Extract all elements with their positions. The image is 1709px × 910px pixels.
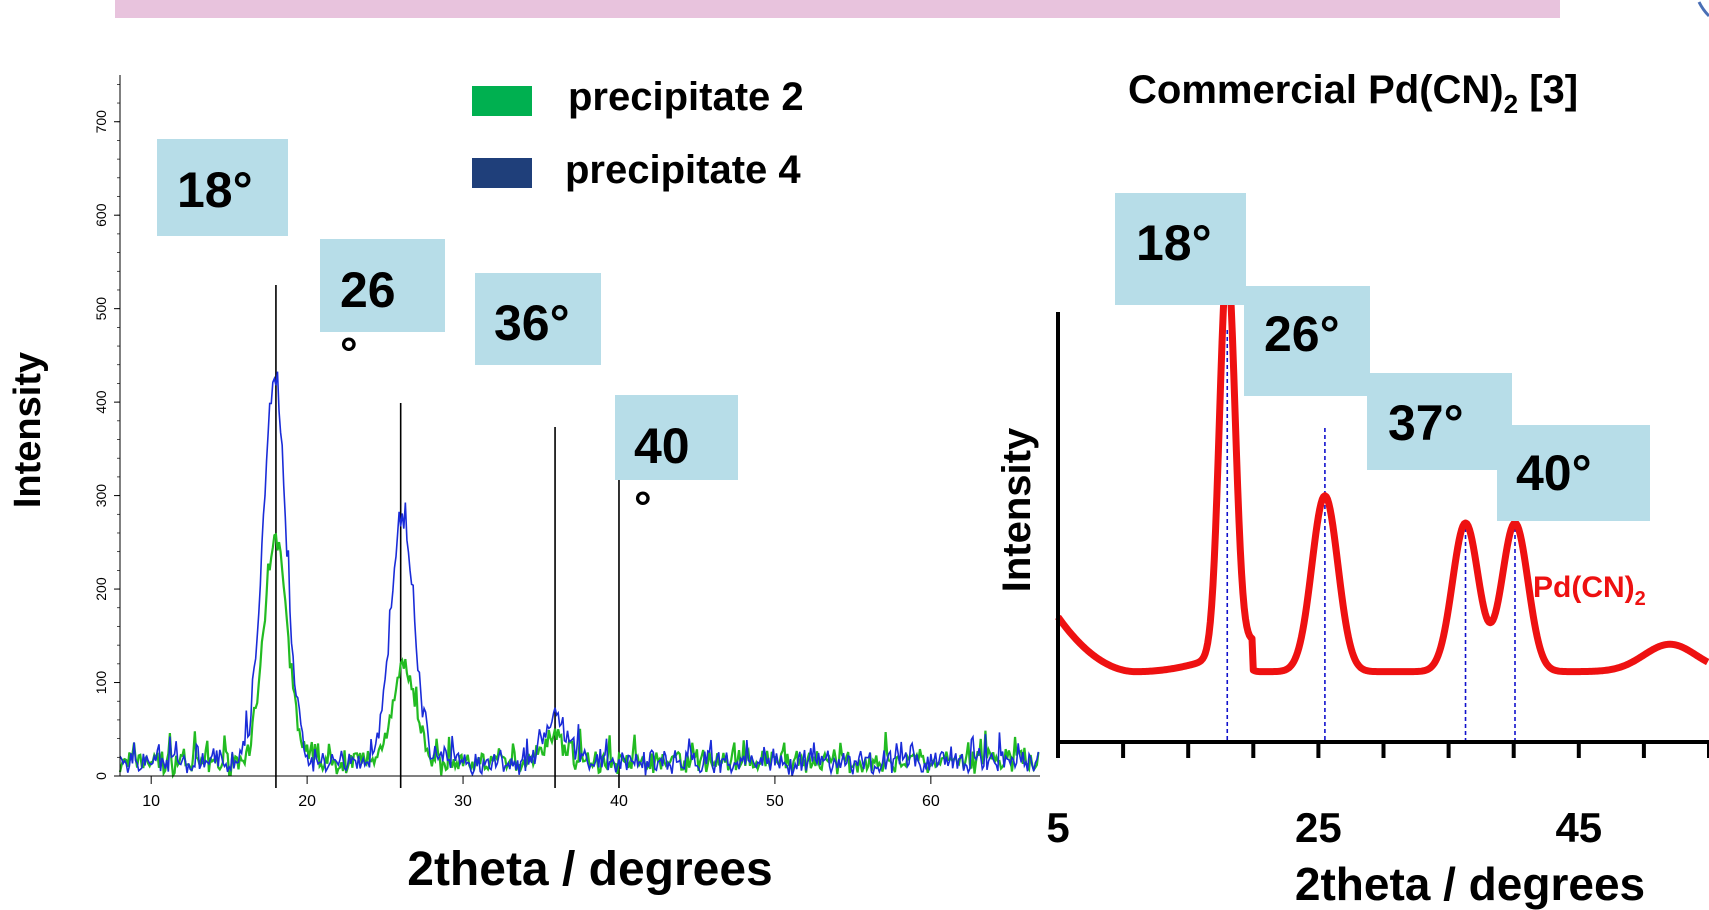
right-chart-title: Commercial Pd(CN)2 [3] <box>1128 68 1578 119</box>
right-x-tick-label: 25 <box>1295 804 1342 851</box>
annotation-26: 26 <box>340 262 396 318</box>
right-x-axis-label: 2theta / degrees <box>1295 858 1645 910</box>
legend-swatch-precipitate-2 <box>472 86 532 116</box>
right-series-line <box>1055 258 1709 676</box>
left-x-tick-label: 50 <box>766 793 784 810</box>
annotation-18: 18° <box>177 162 253 218</box>
annotation-box-18 <box>157 139 288 236</box>
left-x-tick-label: 60 <box>922 793 940 810</box>
decorative-arc <box>1697 1 1709 18</box>
left-x-tick-label: 30 <box>454 793 472 810</box>
annotation-box-40 <box>615 395 738 480</box>
annotation-40-right: 40° <box>1516 445 1592 501</box>
right-y-axis-label: Intensity <box>995 427 1039 592</box>
top-banner <box>115 0 1560 18</box>
left-legend: precipitate 2 precipitate 4 <box>472 75 804 192</box>
annotation-box-26-right <box>1244 286 1370 396</box>
left-y-tick-label: 200 <box>93 577 109 601</box>
left-y-tick-label: 100 <box>93 671 109 695</box>
left-x-tick-label: 40 <box>610 793 628 810</box>
annotation-box-40-right <box>1497 425 1650 521</box>
left-x-axis-label: 2theta / degrees <box>407 843 772 896</box>
annotation-36: 36° <box>494 295 570 351</box>
annotation-box-36 <box>475 273 601 365</box>
annotation-18-right: 18° <box>1136 215 1212 271</box>
annotation-40: 40 <box>634 418 690 474</box>
annotation-box-37-right <box>1367 373 1512 470</box>
right-series-label: Pd(CN)2 <box>1533 571 1646 610</box>
legend-label-precipitate-4: precipitate 4 <box>565 148 801 192</box>
left-y-tick-label: 400 <box>93 390 109 414</box>
right-x-tick-label: 5 <box>1046 804 1069 851</box>
left-y-tick-label: 500 <box>93 297 109 321</box>
left-x-tick-label: 10 <box>142 793 160 810</box>
annotation-box-26 <box>320 239 445 332</box>
right-annotations: 18° 26° 37° 40° <box>1115 193 1650 521</box>
left-y-tick-label: 700 <box>93 110 109 134</box>
annotation-26-right: 26° <box>1264 306 1340 362</box>
left-annotations: 18° 26 ° 36° 40 ° <box>157 139 738 532</box>
annotation-37-right: 37° <box>1388 395 1464 451</box>
right-x-tick-label: 45 <box>1555 804 1602 851</box>
right-xrd-chart: Commercial Pd(CN)2 [3] 5 25 45 Intensity 2… <box>995 68 1709 910</box>
legend-swatch-precipitate-4 <box>472 158 532 188</box>
left-y-tick-label: 300 <box>93 484 109 508</box>
left-y-tick-label: 600 <box>93 203 109 227</box>
left-y-tick-label: 0 <box>93 772 109 780</box>
legend-label-precipitate-2: precipitate 2 <box>568 75 804 119</box>
left-x-tick-label: 20 <box>298 793 316 810</box>
annotation-box-18-right <box>1115 193 1246 305</box>
annotation-40-degree: ° <box>634 483 652 532</box>
left-y-axis-label: Intensity <box>7 352 49 508</box>
left-series-line <box>119 371 1040 777</box>
annotation-26-degree: ° <box>340 329 358 378</box>
